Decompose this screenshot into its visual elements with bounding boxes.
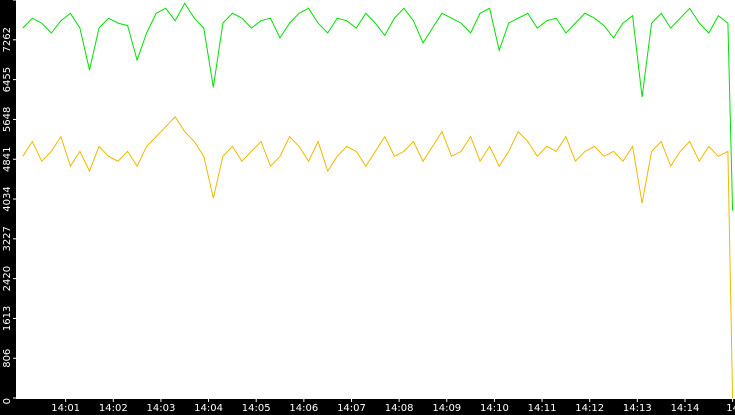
y-tick-label: 3227	[2, 226, 13, 251]
x-tick-label: 14:14	[671, 403, 700, 414]
line-series	[22, 2, 734, 211]
x-tick-label: 14:04	[194, 403, 223, 414]
y-tick-label: 0	[2, 398, 13, 404]
x-tick-label: 14:02	[99, 403, 128, 414]
y-tick-label: 5648	[2, 107, 13, 132]
x-tick-label: 14:06	[289, 403, 318, 414]
x-tick-label: 14:05	[242, 403, 271, 414]
x-tick-label: 14:03	[147, 403, 176, 414]
x-tick-label: 14:01	[51, 403, 80, 414]
y-tick-label: 7262	[2, 27, 13, 52]
x-axis-strip	[0, 399, 735, 415]
y-tick-label: 806	[2, 349, 13, 368]
x-tick-label: 14:07	[337, 403, 366, 414]
y-tick-label: 6455	[2, 67, 13, 92]
y-tick-label: 2420	[2, 266, 13, 291]
x-tick-label: 14:09	[432, 403, 461, 414]
x-tick-label: 14:10	[480, 403, 509, 414]
x-tick-label: 14:12	[575, 403, 604, 414]
x-tick-label: 14:13	[623, 403, 652, 414]
y-tick-label: 1613	[2, 306, 13, 331]
y-tick-label: 4841	[2, 146, 13, 171]
x-tick-label: 14	[726, 403, 735, 414]
y-axis-strip	[0, 0, 16, 415]
x-tick-label: 14:11	[528, 403, 557, 414]
y-tick-label: 4034	[2, 186, 13, 211]
line-series	[22, 115, 734, 399]
x-tick-label: 14:08	[385, 403, 414, 414]
